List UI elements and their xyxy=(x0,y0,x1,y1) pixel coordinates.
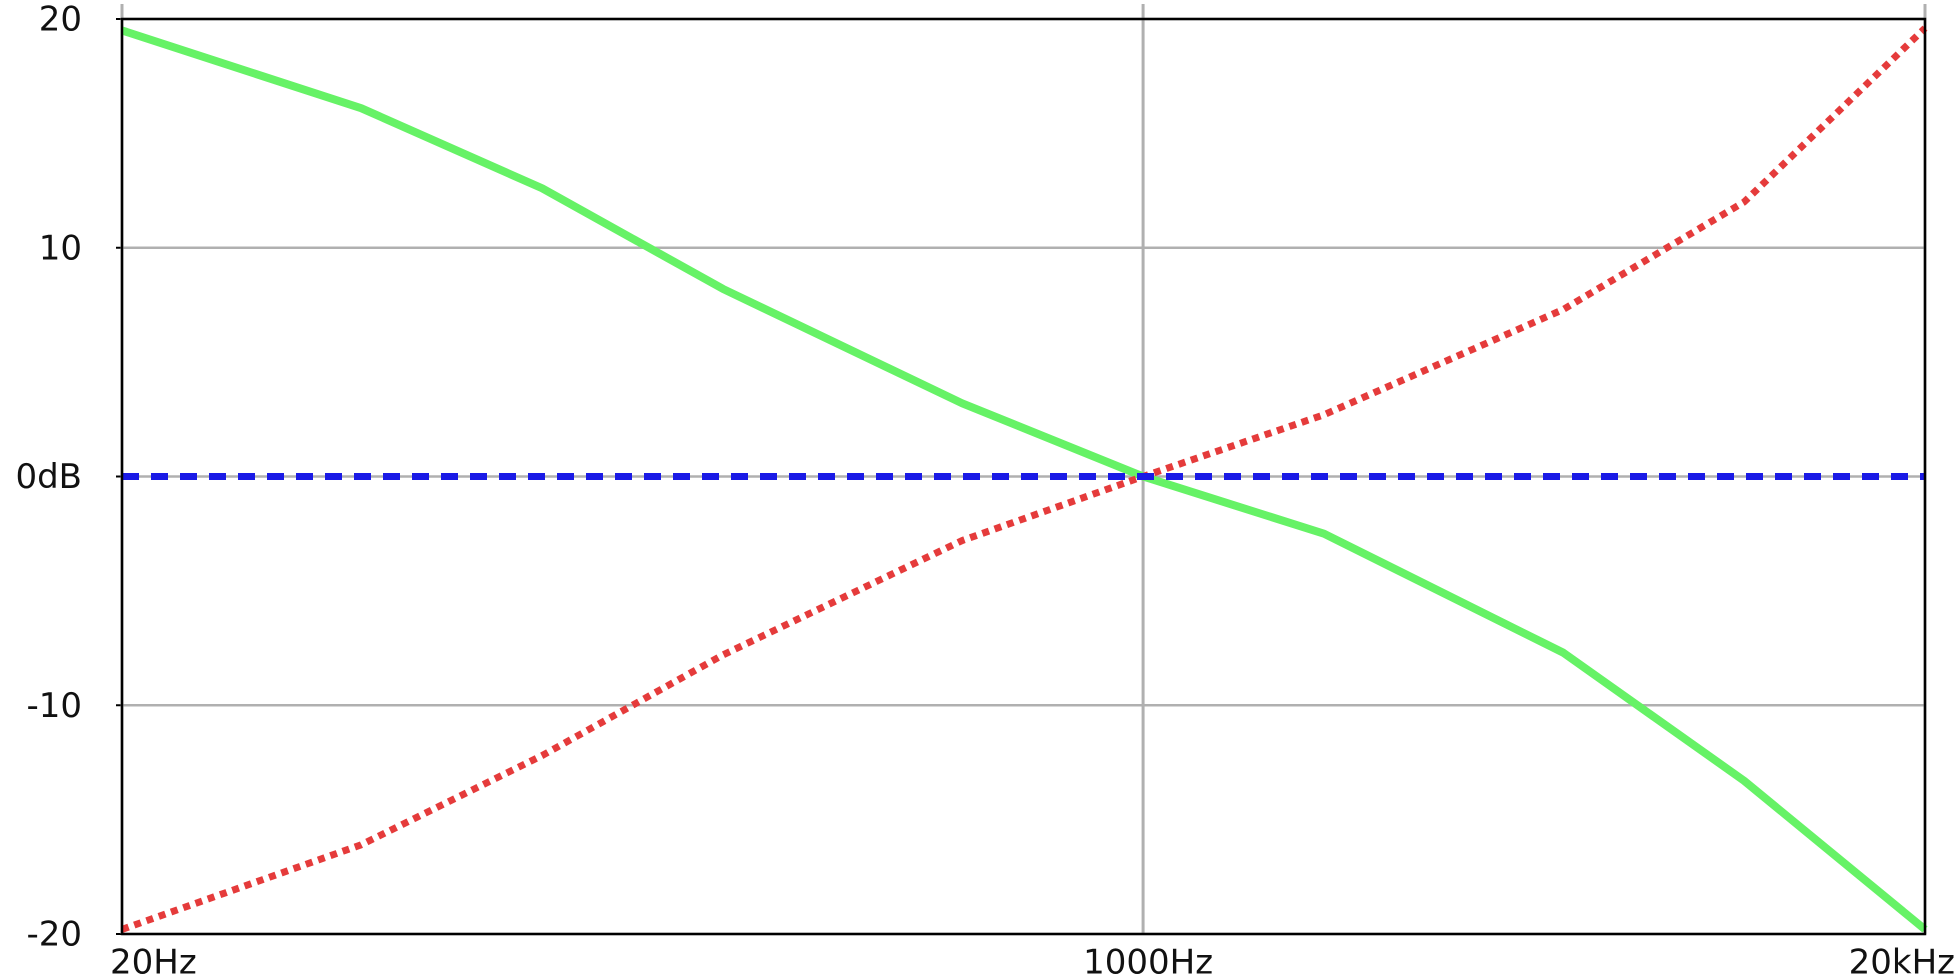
grid xyxy=(116,4,1927,936)
y-tick-label: 20 xyxy=(39,0,82,40)
plot-lines xyxy=(120,25,1928,933)
plot-frame xyxy=(120,17,1927,936)
x-tick-label: 1000Hz xyxy=(1083,943,1213,980)
tick-labels: 20 10 0dB -10 -20 20Hz 1000Hz 20kHz xyxy=(15,0,1955,980)
series-line xyxy=(120,26,1928,933)
y-tick-label: 10 xyxy=(39,228,82,268)
y-tick-label: -10 xyxy=(26,686,82,726)
y-tick-label: 0dB xyxy=(15,457,82,497)
x-tick-label: 20kHz xyxy=(1849,943,1955,980)
series-line xyxy=(120,25,1928,933)
x-tick-label: 20Hz xyxy=(110,943,197,980)
y-tick-label: -20 xyxy=(26,915,82,955)
